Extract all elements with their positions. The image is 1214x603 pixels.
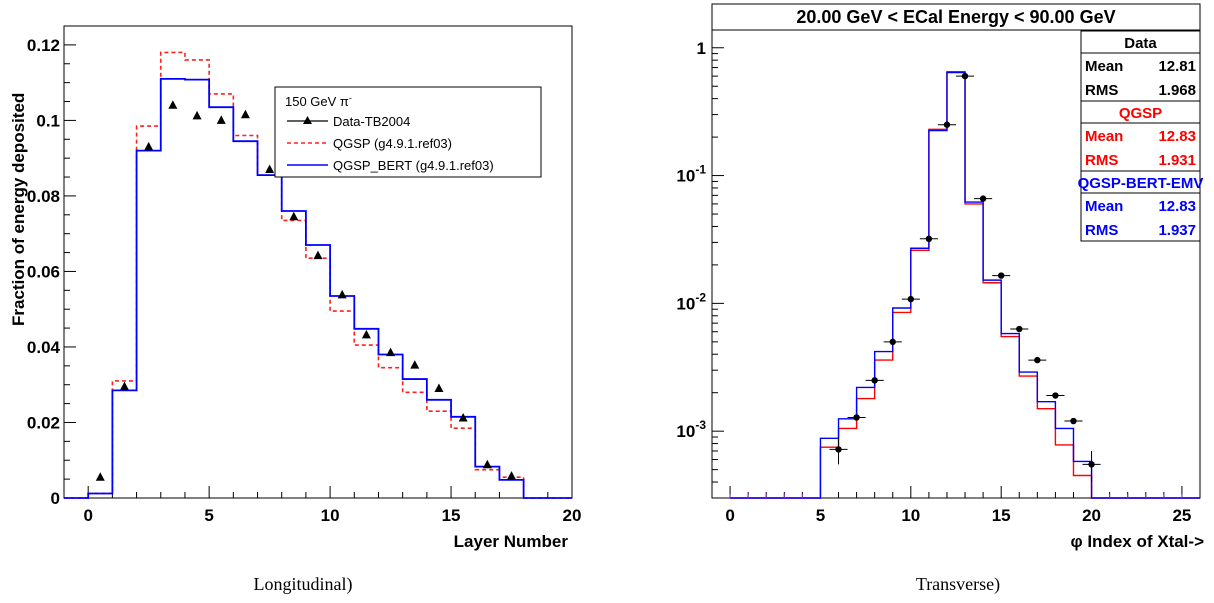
y-tick-label: 0 [51,489,60,508]
data-point [313,250,323,260]
data-point [853,414,860,421]
data-point [1052,392,1059,399]
data-point [265,164,275,173]
y-tick-label: 0.04 [27,338,61,357]
data-point [997,272,1005,279]
longitudinal-chart: 0 5 10 15 20 0 0.02 0.04 0.06 0.08 0.1 0.12 150 GeV… [9,25,582,595]
right-caption: Transverse) [916,574,1000,595]
stats-mean-value: 12.81 [1158,58,1196,75]
data-point [1070,417,1077,425]
step-line-qgsp-g4-9-1-ref03- [64,51,572,499]
data-point [192,110,202,120]
left-caption: Longitudinal) [254,574,353,595]
data-point [889,338,896,346]
stats-rms-value: 1.931 [1158,152,1196,169]
data-point [434,383,444,392]
right-x-axis-label: φ Index of Xtal-> [1070,532,1204,551]
legend-box [274,86,542,178]
x-tick-label: 20 [1082,506,1101,525]
left-x-axis-label: Layer Number [454,532,569,551]
legend-entry-qgsp-bert: QGSP_BERT (g4.9.1.ref03) [333,158,494,173]
x-tick-label: 5 [816,506,825,525]
y-tick-label: 0.06 [27,262,60,281]
stats-rms-label: RMS [1085,82,1118,99]
stats-rms-value: 1.937 [1158,222,1196,239]
stats-header: QGSP-BERT-EMV [1078,175,1204,192]
data-point [943,121,951,128]
data-point [289,211,299,221]
data-point [119,381,129,391]
data-point [361,329,371,339]
transverse-chart: 0 5 10 15 20 25 10-3 10-2 10-1 1 20.00 GeV < ECal… [676,3,1204,595]
data-point [95,472,105,481]
data-point [337,289,347,299]
y-tick-label: 0.02 [27,413,60,432]
stats-mean-value: 12.83 [1158,128,1196,145]
x-tick-label: 15 [992,506,1011,525]
y-tick-label: 10-2 [676,290,706,313]
y-tick-label: 10-1 [676,163,706,186]
stats-box-frame [1080,170,1201,242]
stats-box-qgsp-bert-emv: QGSP-BERT-EMV Mean 12.83 RMS 1.937 [1078,170,1204,242]
x-tick-label: 0 [83,506,92,525]
y-tick-label: 0.12 [27,36,60,55]
stats-rms-label: RMS [1085,152,1118,169]
x-tick-label: 5 [204,506,213,525]
left-plot-frame [63,25,573,499]
x-tick-label: 0 [725,506,734,525]
legend-entry-qgsp: QGSP (g4.9.1.ref03) [333,136,452,151]
stats-mean-label: Mean [1085,128,1123,145]
y-tick-label: 0.08 [27,187,60,206]
stats-mean-value: 12.83 [1158,198,1196,215]
data-point [925,235,933,243]
data-point [507,471,517,480]
stats-rms-value: 1.968 [1158,82,1196,99]
y-tick-label: 1 [697,39,706,58]
legend-data-marker [303,116,312,124]
legend-header: 150 GeV π- [285,93,352,109]
data-point [144,141,154,151]
data-point [458,412,468,422]
legend-entry-data: Data-TB2004 [333,114,410,129]
data-point [168,100,178,109]
data-point [979,195,987,202]
data-point [1034,356,1041,364]
x-tick-label: 25 [1172,506,1191,525]
left-legend: 150 GeV π- Data-TB2004 QGSP (g4.9.1.ref0… [274,86,542,178]
x-tick-label: 10 [901,506,920,525]
x-tick-label: 20 [563,506,582,525]
stats-mean-label: Mean [1085,58,1123,75]
data-point [871,377,878,384]
stats-header: QGSP [1119,105,1162,122]
data-point [240,109,250,119]
stats-header: Data [1124,35,1157,52]
stats-box-qgsp: QGSP Mean 12.83 RMS 1.931 [1080,100,1201,172]
stats-box-frame [1080,30,1201,102]
left-y-axis-label: Fraction of energy deposited [9,93,28,326]
data-point [386,347,396,357]
title-box [711,3,1201,31]
data-point [1016,325,1023,333]
data-point [961,72,969,80]
right-chart-title: 20.00 GeV < ECal Energy < 90.00 GeV [796,7,1115,27]
y-tick-label: 10-3 [676,418,706,441]
stats-rms-label: RMS [1085,222,1118,239]
data-point [410,360,420,369]
data-point [907,295,915,303]
data-point [482,459,492,469]
y-tick-label: 0.1 [36,111,60,130]
x-tick-label: 15 [442,506,461,525]
data-point [216,115,226,124]
stats-mean-label: Mean [1085,198,1123,215]
x-tick-label: 10 [321,506,340,525]
